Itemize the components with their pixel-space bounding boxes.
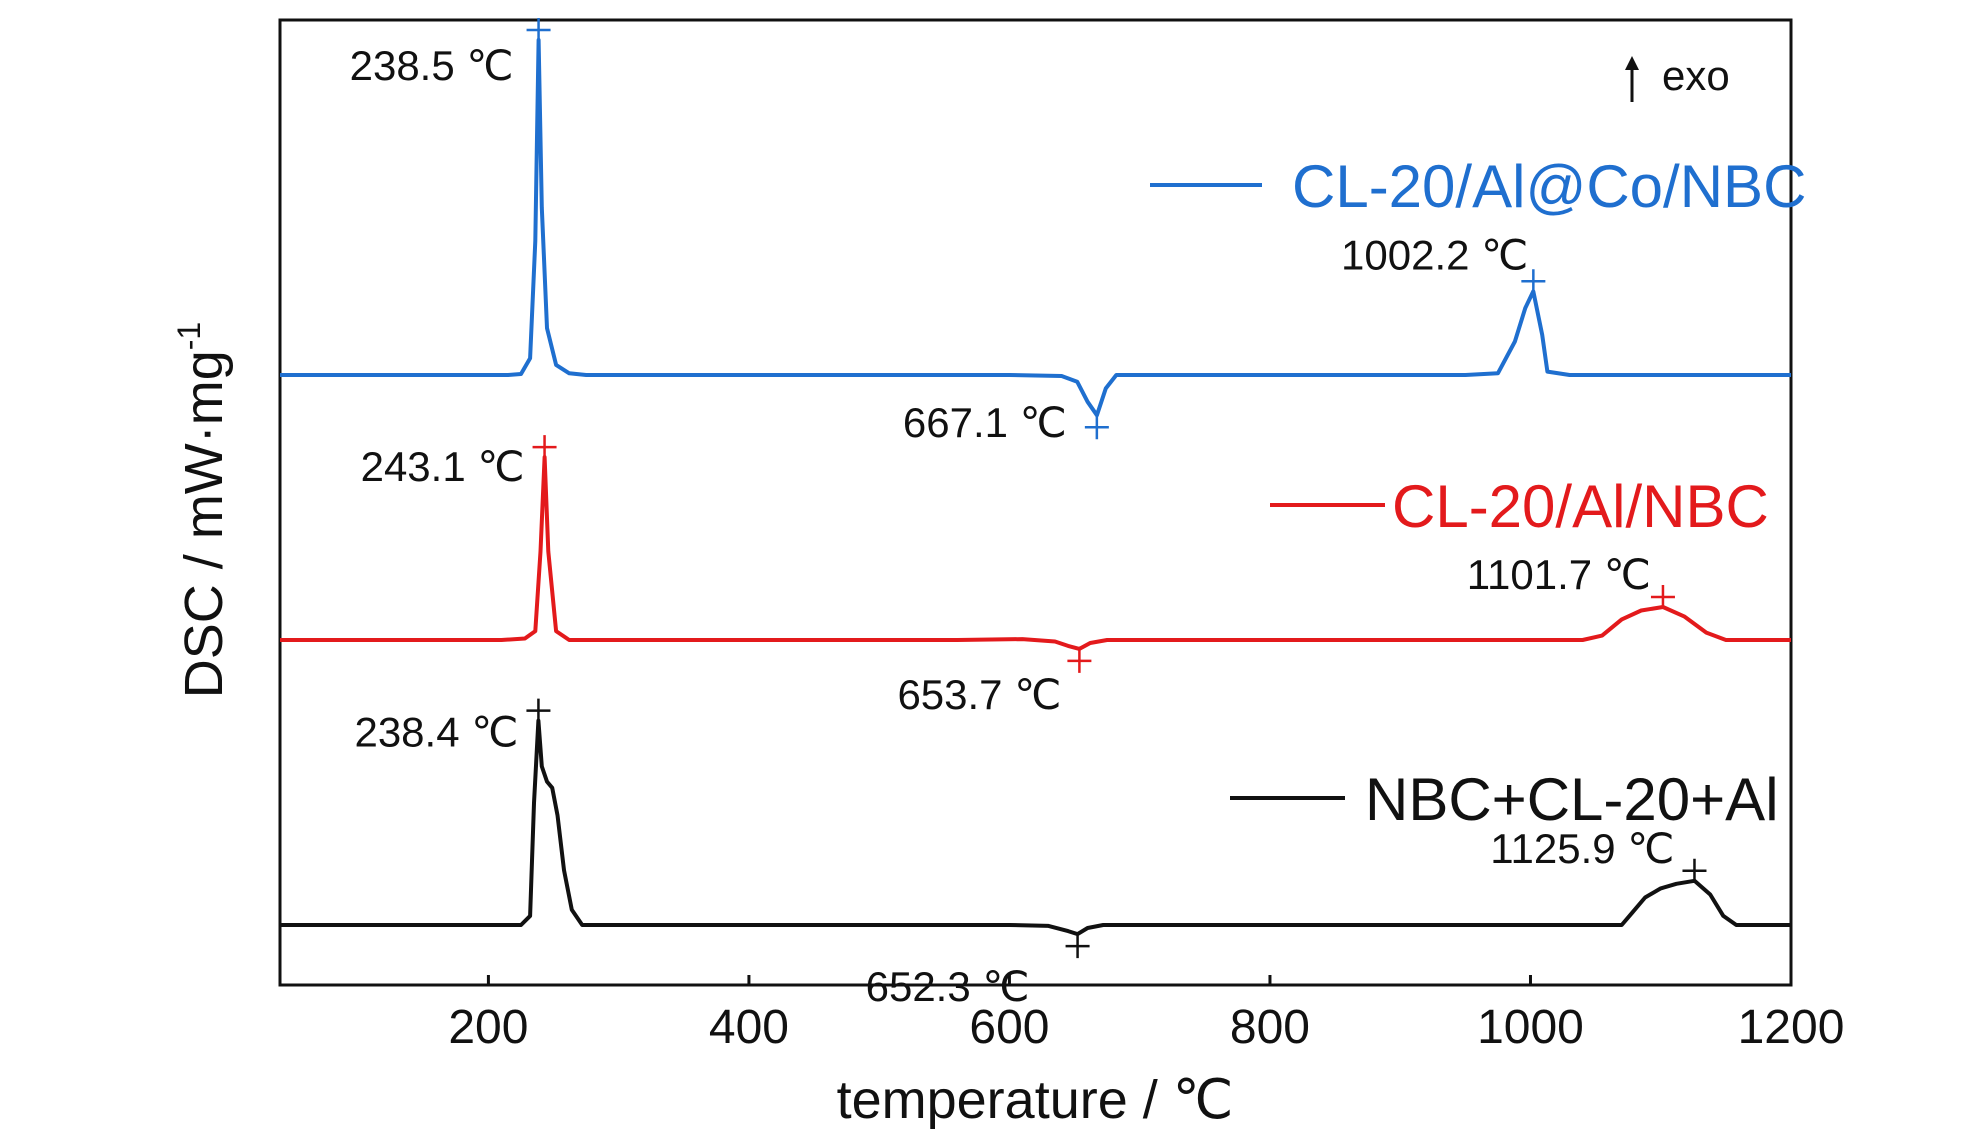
exo-label: exo bbox=[1662, 52, 1730, 99]
x-tick-label: 400 bbox=[709, 1001, 789, 1054]
peak-marker-icon bbox=[1067, 648, 1092, 673]
peak-annotations: 238.5 ℃ 667.1 ℃ 1002.2 ℃ 243.1 ℃ 653.7 ℃ 1101… bbox=[350, 18, 1707, 1010]
y-axis-title-superscript: -1 bbox=[171, 322, 207, 350]
peak-annotation-label: 1125.9 ℃ bbox=[1490, 825, 1674, 872]
plot-frame bbox=[278, 18, 1793, 987]
peak-marker-icon bbox=[526, 698, 551, 723]
peak-marker-icon bbox=[532, 435, 557, 460]
x-tick-label: 1000 bbox=[1477, 1001, 1584, 1054]
peak-annotation-label: 652.3 ℃ bbox=[866, 963, 1030, 1010]
legend-label: NBC+CL-20+Al bbox=[1365, 766, 1779, 833]
series-line bbox=[280, 718, 1791, 937]
peak-marker-icon bbox=[1065, 934, 1090, 959]
y-axis-title-main: DSC / mW·mg bbox=[174, 350, 234, 698]
series-line bbox=[280, 38, 1791, 418]
peak-annotation-label: 667.1 ℃ bbox=[903, 399, 1067, 446]
peak-marker-icon bbox=[526, 18, 551, 42]
x-tick-label: 200 bbox=[448, 1001, 528, 1054]
exo-arrowhead-icon bbox=[1625, 56, 1639, 70]
x-axis: 200 400 600 800 1000 1200 bbox=[448, 975, 1844, 1054]
x-tick-label: 1200 bbox=[1738, 1001, 1845, 1054]
peak-annotation-label: 238.5 ℃ bbox=[350, 42, 514, 89]
peak-annotation-label: 243.1 ℃ bbox=[361, 443, 525, 490]
peak-marker-icon bbox=[1521, 269, 1546, 294]
peak-annotation-label: 1002.2 ℃ bbox=[1341, 231, 1528, 278]
y-axis-title: DSC / mW·mg-1 bbox=[171, 322, 234, 698]
x-tick-label: 800 bbox=[1230, 1001, 1310, 1054]
exo-indicator: exo bbox=[1625, 52, 1730, 102]
x-axis-title: temperature / ℃ bbox=[837, 1070, 1234, 1130]
peak-annotation-label: 653.7 ℃ bbox=[897, 671, 1061, 718]
legend: CL-20/Al@Co/NBC CL-20/Al/NBC NBC+CL-20+Al bbox=[1150, 153, 1806, 833]
peak-annotation-label: 238.4 ℃ bbox=[354, 709, 518, 756]
legend-label: CL-20/Al@Co/NBC bbox=[1292, 153, 1806, 220]
peak-marker-icon bbox=[1682, 858, 1707, 883]
x-tick-label: 600 bbox=[969, 1001, 1049, 1054]
peak-marker-icon bbox=[1084, 415, 1109, 440]
peak-annotation-label: 1101.7 ℃ bbox=[1467, 551, 1651, 598]
legend-label: CL-20/Al/NBC bbox=[1392, 473, 1769, 540]
peak-marker-icon bbox=[1650, 584, 1675, 609]
